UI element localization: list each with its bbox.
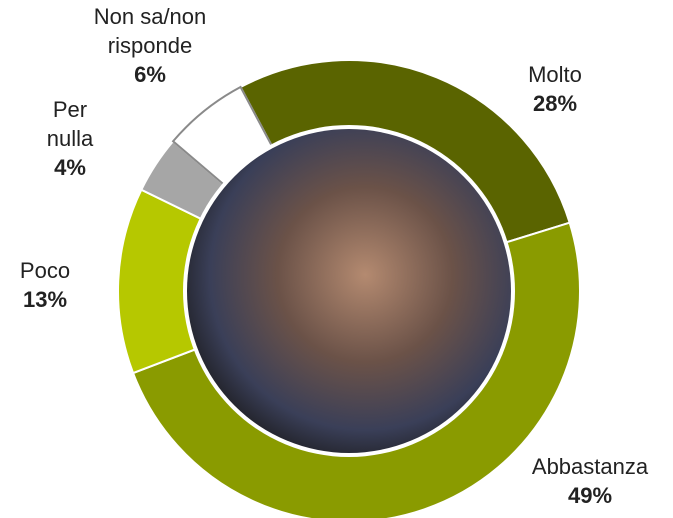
category-name: Molto: [528, 62, 582, 87]
slice-label: Abbastanza 49%: [510, 452, 670, 510]
slice-label: Non sa/non risponde 6%: [70, 2, 230, 89]
category-name: Poco: [19, 258, 71, 283]
value-label: 49%: [567, 483, 613, 508]
category-name: Abbastanza: [531, 454, 649, 479]
photo: [187, 129, 511, 453]
value-label: 13%: [22, 287, 68, 312]
slice-label: Poco 13%: [0, 256, 90, 314]
value-label: 6%: [134, 62, 166, 87]
slice-label: Per nulla 4%: [30, 95, 110, 182]
value-label: 4%: [54, 155, 86, 180]
value-label: 28%: [532, 91, 578, 116]
category-name: Per nulla: [46, 97, 94, 151]
category-name: Non sa/non risponde: [93, 4, 207, 58]
slice-label: Molto 28%: [500, 60, 610, 118]
